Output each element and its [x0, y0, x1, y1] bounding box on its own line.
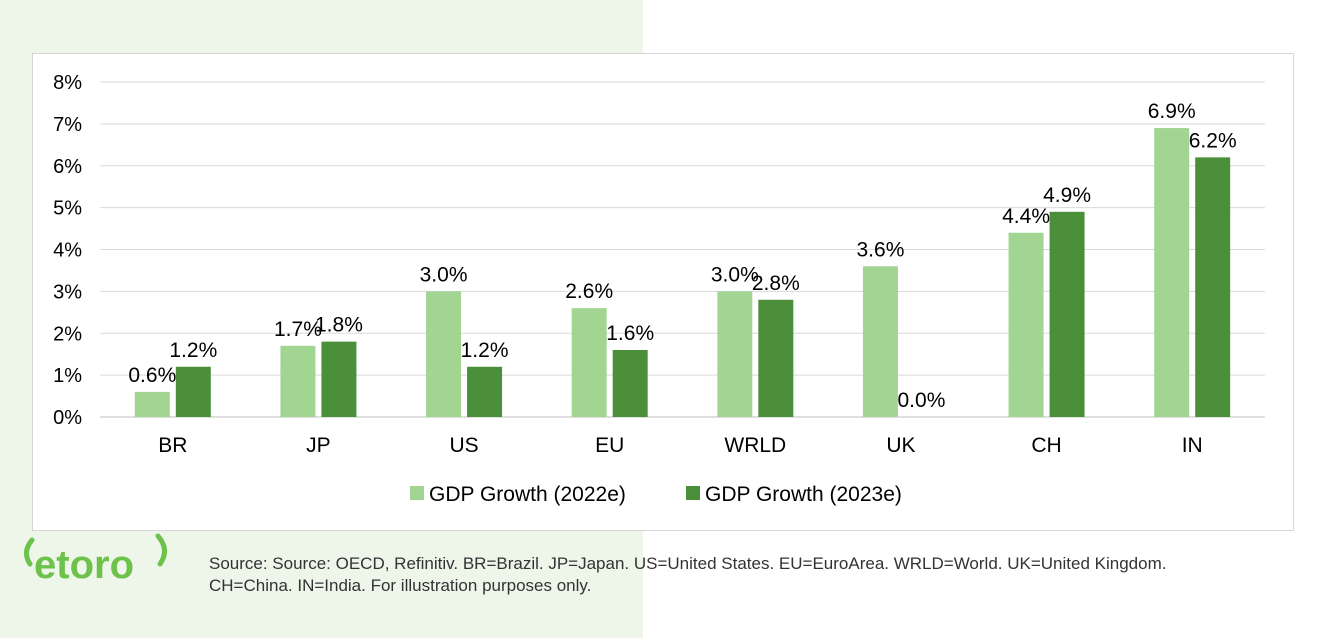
x-axis-tick-labels: BR JP US EU WRLD UK CH IN [158, 434, 1202, 457]
data-label-eu-2023e: 1.6% [606, 322, 654, 345]
legend: GDP Growth (2022e) GDP Growth (2023e) [410, 483, 902, 506]
y-tick-label: 2% [53, 323, 82, 345]
data-labels: 0.6%1.2%1.7%1.8%3.0%1.2%2.6%1.6%3.0%2.8%… [128, 100, 1236, 412]
gridlines [100, 81, 1265, 418]
y-tick-label: 3% [53, 281, 82, 303]
bar-jp-2022e [280, 345, 316, 417]
legend-label-2023e: GDP Growth (2023e) [705, 483, 902, 506]
data-label-eu-2022e: 2.6% [565, 280, 613, 303]
data-label-ch-2022e: 4.4% [1002, 205, 1050, 228]
x-tick-label-us: US [449, 434, 478, 457]
etoro-logo: etoro [18, 530, 178, 592]
source-note: Source: Source: OECD, Refinitiv. BR=Braz… [209, 553, 1289, 597]
y-tick-label: 7% [53, 114, 82, 136]
legend-swatch-2022e [410, 486, 424, 500]
y-axis-tick-labels: 0% 1% 2% 3% 4% 5% 6% 7% 8% [53, 72, 82, 429]
data-label-us-2023e: 1.2% [461, 339, 509, 362]
data-label-wrld-2022e: 3.0% [711, 263, 759, 286]
bar-in-2023e [1195, 157, 1231, 417]
legend-swatch-2023e [686, 486, 700, 500]
bar-eu-2022e [571, 308, 607, 417]
bar-eu-2023e [612, 350, 648, 417]
bar-us-2023e [467, 366, 503, 417]
bar-ch-2023e [1049, 211, 1085, 417]
x-tick-label-jp: JP [306, 434, 331, 457]
source-line-1: Source: Source: OECD, Refinitiv. BR=Braz… [209, 554, 1167, 573]
x-tick-label-wrld: WRLD [724, 434, 786, 457]
bars [134, 128, 1231, 417]
bar-br-2022e [134, 391, 170, 417]
data-label-jp-2022e: 1.7% [274, 318, 322, 341]
y-tick-label: 0% [53, 407, 82, 429]
source-line-2: CH=China. IN=India. For illustration pur… [209, 576, 592, 595]
data-label-uk-2023e: 0.0% [898, 389, 946, 412]
x-tick-label-eu: EU [595, 434, 624, 457]
bar-jp-2023e [321, 341, 357, 417]
data-label-jp-2023e: 1.8% [315, 314, 363, 337]
bar-wrld-2022e [717, 291, 753, 417]
x-tick-label-br: BR [158, 434, 187, 457]
data-label-us-2022e: 3.0% [420, 263, 468, 286]
bar-ch-2022e [1008, 232, 1044, 417]
data-label-uk-2022e: 3.6% [857, 238, 905, 261]
y-tick-label: 6% [53, 156, 82, 178]
bar-us-2022e [426, 291, 462, 417]
y-tick-label: 5% [53, 198, 82, 220]
bar-br-2023e [175, 366, 211, 417]
bar-uk-2022e [862, 266, 898, 417]
y-tick-label: 4% [53, 240, 82, 262]
x-tick-label-uk: UK [886, 434, 915, 457]
y-tick-label: 8% [53, 72, 82, 94]
data-label-ch-2023e: 4.9% [1043, 184, 1091, 207]
data-label-in-2022e: 6.9% [1148, 100, 1196, 123]
bar-in-2022e [1154, 128, 1190, 417]
logo-text: etoro [34, 543, 134, 587]
data-label-br-2022e: 0.6% [128, 364, 176, 387]
legend-label-2022e: GDP Growth (2022e) [429, 483, 626, 506]
data-label-in-2023e: 6.2% [1189, 129, 1237, 152]
y-tick-label: 1% [53, 365, 82, 387]
data-label-wrld-2023e: 2.8% [752, 272, 800, 295]
bar-wrld-2023e [758, 299, 794, 417]
x-tick-label-ch: CH [1031, 434, 1061, 457]
x-tick-label-in: IN [1182, 434, 1203, 457]
data-label-br-2023e: 1.2% [169, 339, 217, 362]
